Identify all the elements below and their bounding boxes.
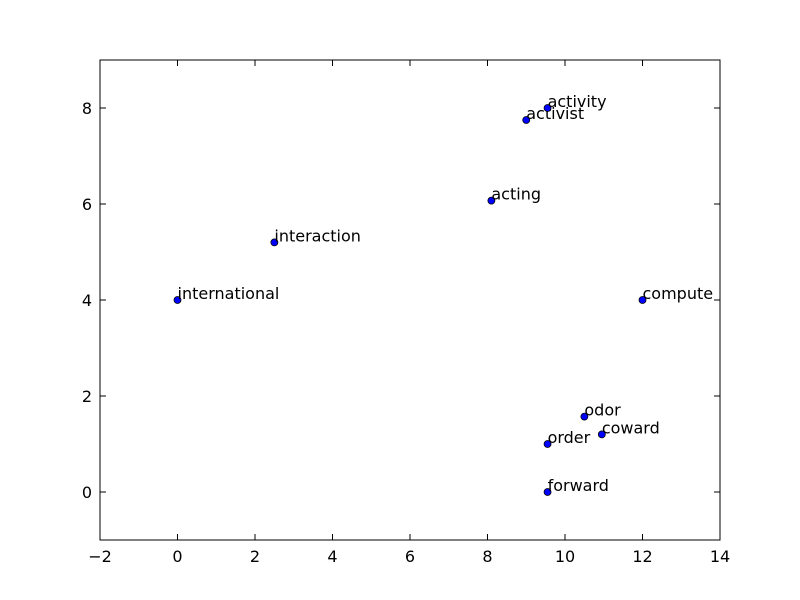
y-tick-label: 6 xyxy=(82,195,92,214)
scatter-point xyxy=(597,430,606,439)
point-label: activity xyxy=(548,92,607,111)
point-label: international xyxy=(178,284,280,303)
x-tick-label: 12 xyxy=(632,547,652,566)
scatter-point xyxy=(580,412,589,421)
point-label: order xyxy=(548,428,591,447)
plot-area xyxy=(99,59,721,541)
y-tick-label: 0 xyxy=(82,483,92,502)
scatter-point xyxy=(543,440,552,448)
scatter-point xyxy=(638,296,647,304)
x-tick-label: 2 xyxy=(250,547,260,566)
x-tick-label: 4 xyxy=(327,547,337,566)
point-label: activist xyxy=(526,104,584,123)
y-tick-label: 8 xyxy=(82,99,92,118)
scatter-point xyxy=(543,488,552,496)
scatter-point xyxy=(270,238,279,247)
point-label: odor xyxy=(584,401,621,420)
data-points: international interaction acting activistac… xyxy=(173,92,714,496)
scatter-point xyxy=(487,196,496,205)
x-axis-ticks: −2 0 2 4 6 8 10 12 14 xyxy=(88,60,730,566)
scatter-point xyxy=(522,116,531,124)
scatter-point xyxy=(543,104,552,112)
y-axis-ticks: 0 2 4 6 8 xyxy=(82,99,720,502)
scatter-point xyxy=(173,296,182,304)
point-label: coward xyxy=(602,418,660,437)
x-tick-label: 6 xyxy=(405,547,415,566)
point-label: compute xyxy=(643,284,714,303)
point-label: acting xyxy=(491,185,541,204)
y-tick-label: 4 xyxy=(82,291,92,310)
x-tick-label: 8 xyxy=(482,547,492,566)
x-tick-label: 0 xyxy=(172,547,182,566)
y-tick-label: 2 xyxy=(82,387,92,406)
x-tick-label: 14 xyxy=(710,547,730,566)
x-tick-label: −2 xyxy=(88,547,112,566)
x-tick-label: 10 xyxy=(555,547,575,566)
point-label: interaction xyxy=(274,226,361,245)
point-label: forward xyxy=(548,476,609,495)
